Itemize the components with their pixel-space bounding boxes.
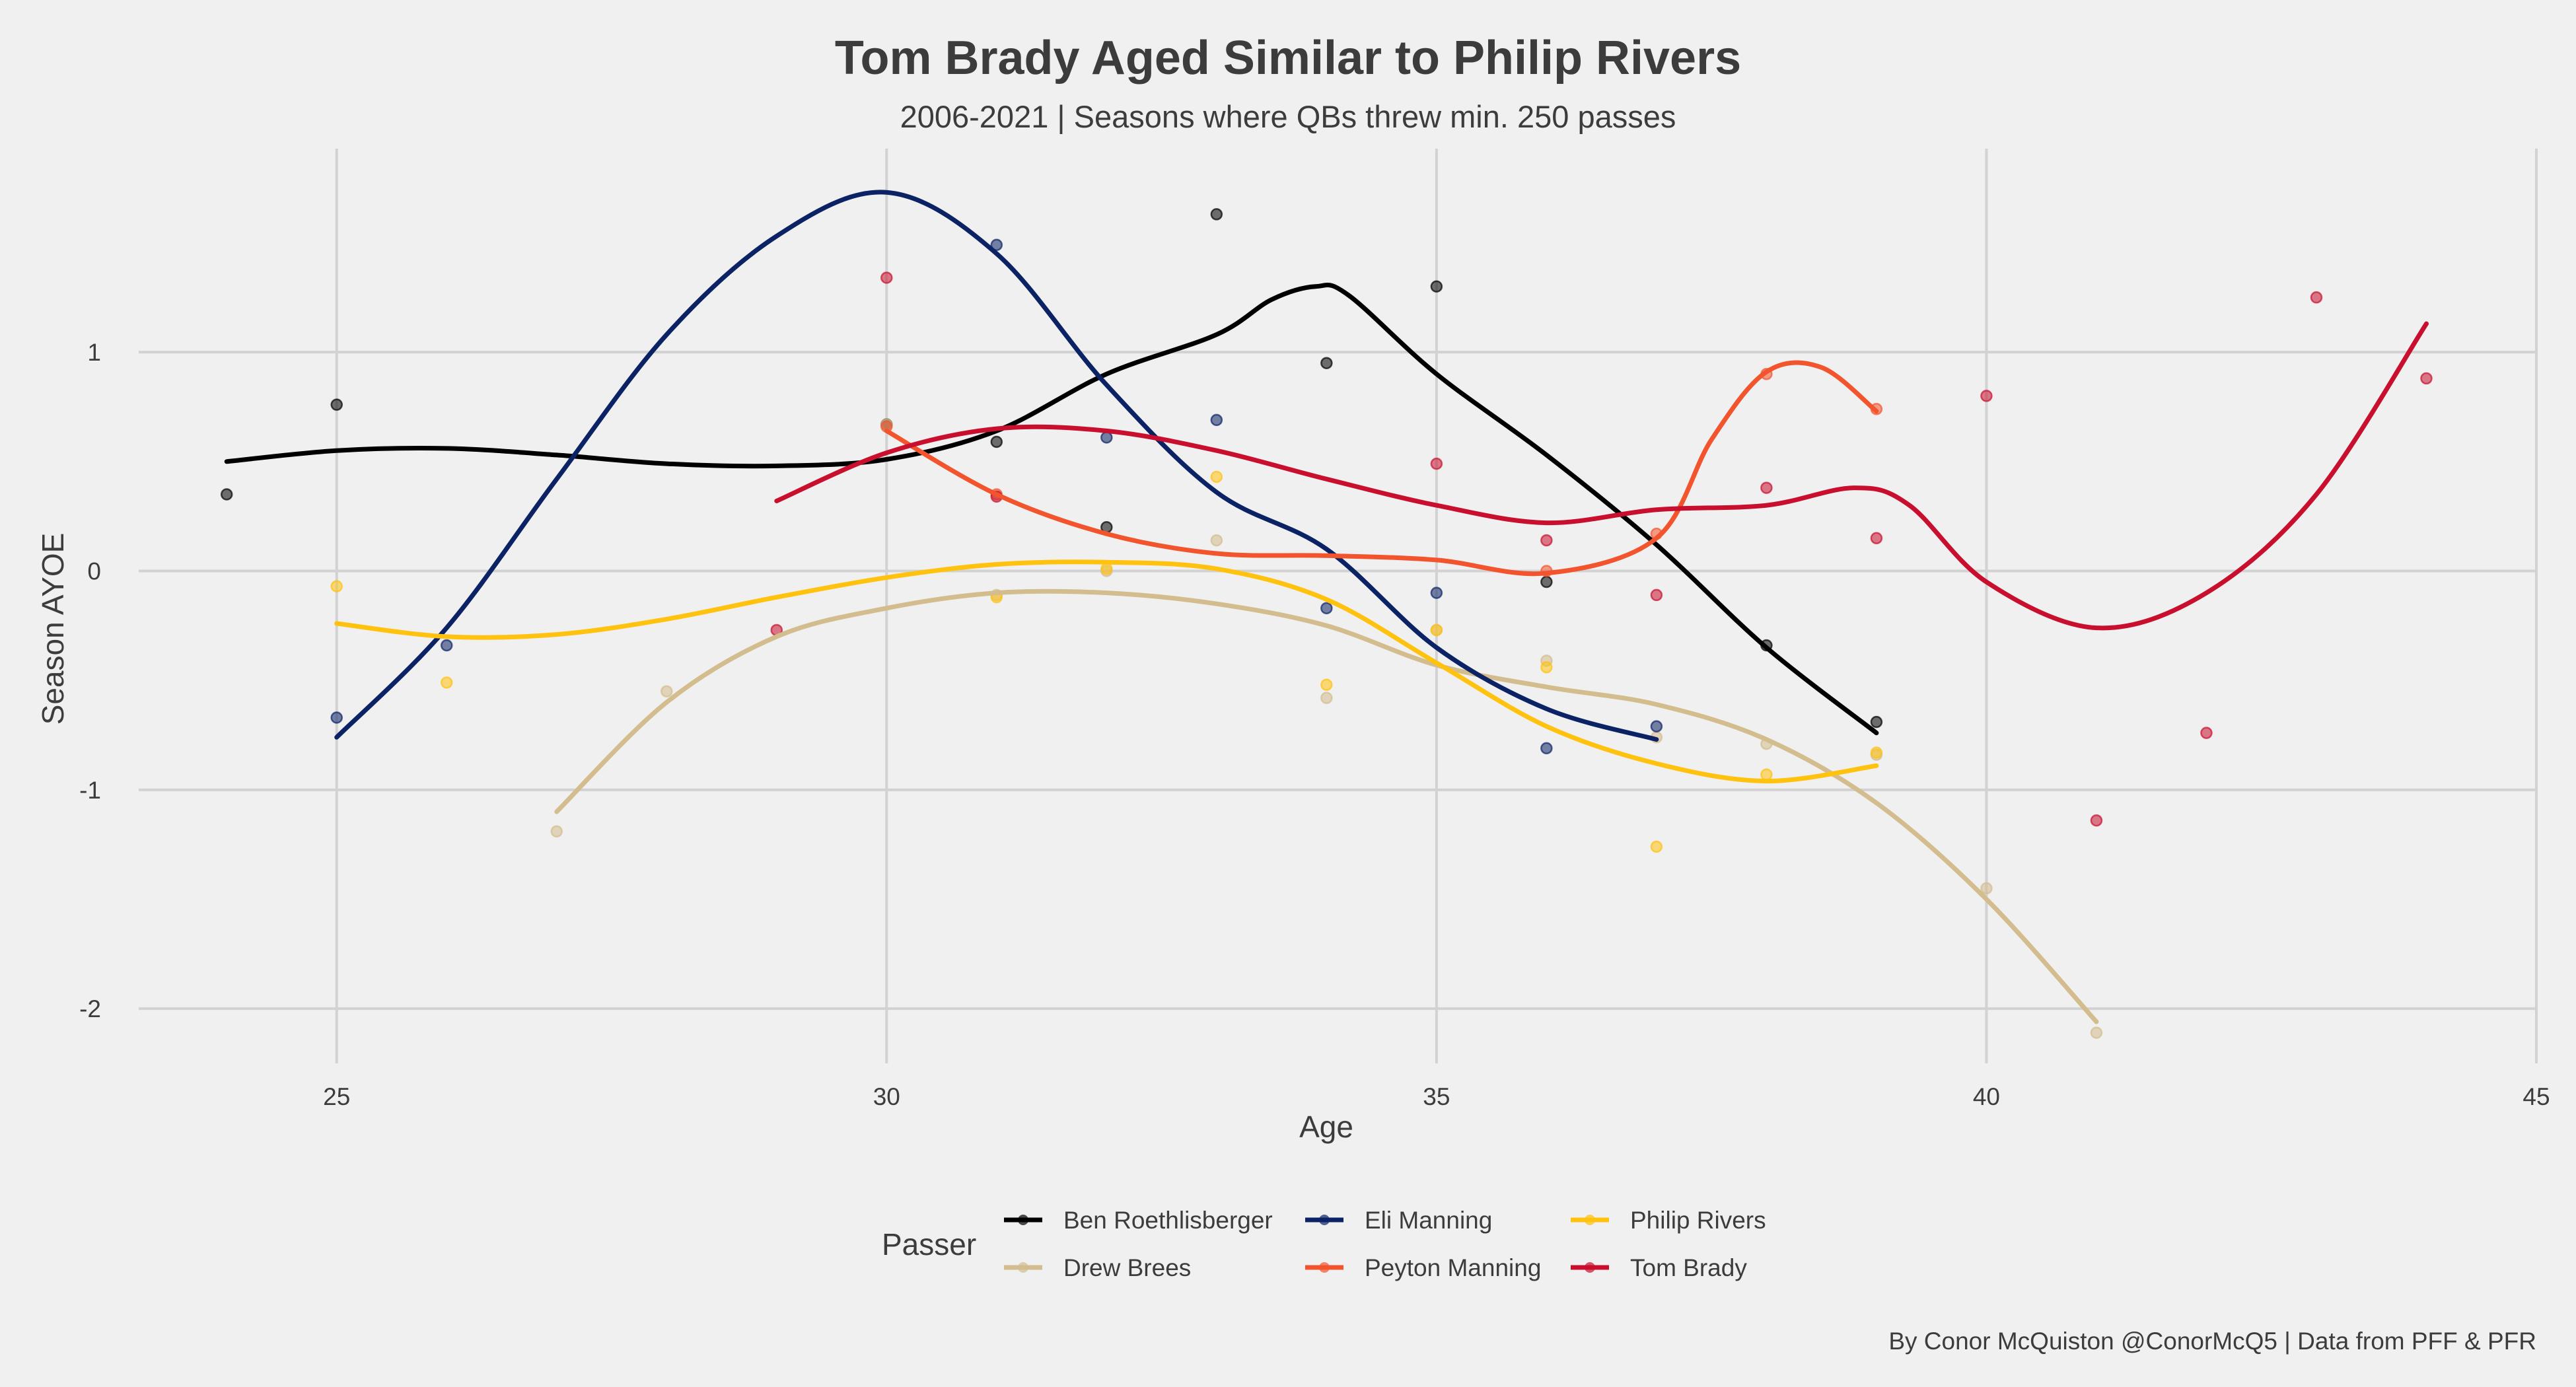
- point-philip-rivers: [1760, 768, 1773, 781]
- point-ben-roethlisberger: [1540, 575, 1553, 588]
- point-philip-rivers: [1540, 661, 1553, 674]
- legend-key-point-eli-manning: [1319, 1215, 1330, 1225]
- point-tom-brady: [1650, 588, 1663, 602]
- x-tick-label: 35: [1423, 1083, 1450, 1110]
- point-eli-manning: [440, 639, 453, 652]
- point-philip-rivers: [330, 580, 343, 592]
- line-philip-rivers: [334, 559, 1879, 784]
- point-drew-brees: [661, 685, 673, 697]
- x-tick-label: 30: [873, 1083, 900, 1110]
- point-drew-brees: [1320, 692, 1333, 704]
- point-ben-roethlisberger: [1210, 208, 1223, 221]
- line-peyton-manning: [884, 360, 1879, 577]
- line-tom-brady: [774, 321, 2429, 631]
- x-gridlines: [335, 149, 2538, 1063]
- legend-key-point-tom-brady: [1585, 1262, 1595, 1273]
- point-drew-brees: [550, 825, 563, 838]
- point-philip-rivers: [1650, 840, 1663, 853]
- point-tom-brady: [1430, 457, 1443, 470]
- point-ben-roethlisberger: [1320, 357, 1333, 369]
- y-axis-title: Season AYOE: [36, 533, 70, 725]
- point-eli-manning: [1650, 720, 1663, 732]
- x-axis-ticks: 25 30 35 40 45: [323, 1083, 2550, 1110]
- point-tom-brady: [2310, 291, 2323, 304]
- chart-title: Tom Brady Aged Similar to Philip Rivers: [835, 32, 1741, 85]
- legend-key-point-drew-brees: [1018, 1262, 1028, 1273]
- plot-area: [139, 149, 2538, 1063]
- line-drew-brees: [554, 588, 2099, 1024]
- legend-key-point-peyton-manning: [1319, 1262, 1330, 1273]
- point-tom-brady: [1760, 481, 1773, 494]
- y-axis-ticks: -2 -1 0 1: [79, 339, 101, 1022]
- y-tick-label: 1: [87, 339, 101, 366]
- y-gridlines: [139, 351, 2536, 1011]
- x-tick-label: 40: [1973, 1083, 2000, 1110]
- point-eli-manning: [1100, 431, 1113, 444]
- point-tom-brady: [1980, 390, 1993, 402]
- point-eli-manning: [1320, 602, 1333, 615]
- smooth-lines: [224, 190, 2429, 1024]
- y-tick-label: -2: [79, 995, 101, 1022]
- point-philip-rivers: [440, 676, 453, 689]
- legend-label-eli-manning: Eli Manning: [1365, 1207, 1492, 1234]
- point-eli-manning: [1430, 587, 1443, 599]
- point-eli-manning: [1540, 742, 1553, 755]
- point-drew-brees: [1980, 882, 1993, 895]
- point-philip-rivers: [1210, 470, 1223, 483]
- point-philip-rivers: [1100, 562, 1113, 575]
- chart-subtitle: 2006-2021 | Seasons where QBs threw min.…: [900, 99, 1676, 134]
- point-tom-brady: [1540, 534, 1553, 547]
- legend-label-ben-roethlisberger: Ben Roethlisberger: [1063, 1207, 1273, 1234]
- line-ben-roethlisberger: [224, 283, 1879, 736]
- point-drew-brees: [2090, 1026, 2103, 1039]
- point-ben-roethlisberger: [330, 398, 343, 411]
- legend-label-philip-rivers: Philip Rivers: [1630, 1207, 1766, 1234]
- legend: Passer Ben Roethlisberger Drew Brees Eli M…: [882, 1207, 1766, 1281]
- point-tom-brady: [880, 271, 893, 284]
- x-axis-title: Age: [1299, 1110, 1353, 1144]
- point-ben-roethlisberger: [220, 488, 233, 501]
- point-philip-rivers: [1870, 746, 1883, 759]
- legend-key-point-philip-rivers: [1585, 1215, 1595, 1225]
- legend-label-drew-brees: Drew Brees: [1063, 1254, 1191, 1281]
- x-tick-label: 25: [323, 1083, 350, 1110]
- legend-title: Passer: [882, 1227, 976, 1262]
- point-tom-brady: [2090, 814, 2103, 827]
- point-eli-manning: [990, 238, 1003, 252]
- point-philip-rivers: [1430, 623, 1443, 637]
- point-eli-manning: [330, 711, 343, 724]
- point-ben-roethlisberger: [1430, 280, 1443, 293]
- point-drew-brees: [1210, 534, 1223, 547]
- point-tom-brady: [1870, 532, 1883, 545]
- legend-label-peyton-manning: Peyton Manning: [1365, 1254, 1541, 1281]
- point-ben-roethlisberger: [1870, 715, 1883, 729]
- y-tick-label: 0: [87, 557, 101, 585]
- point-tom-brady: [2200, 727, 2213, 739]
- line-eli-manning: [334, 190, 1659, 742]
- y-tick-label: -1: [79, 777, 101, 804]
- point-ben-roethlisberger: [990, 435, 1003, 448]
- x-tick-label: 45: [2522, 1083, 2550, 1110]
- point-philip-rivers: [1320, 678, 1333, 692]
- point-eli-manning: [1210, 413, 1223, 427]
- point-tom-brady: [2420, 372, 2433, 385]
- legend-label-tom-brady: Tom Brady: [1630, 1254, 1747, 1281]
- legend-key-point-ben-roethlisberger: [1018, 1215, 1028, 1225]
- caption: By Conor McQuiston @ConorMcQ5 | Data fro…: [1888, 1328, 2536, 1355]
